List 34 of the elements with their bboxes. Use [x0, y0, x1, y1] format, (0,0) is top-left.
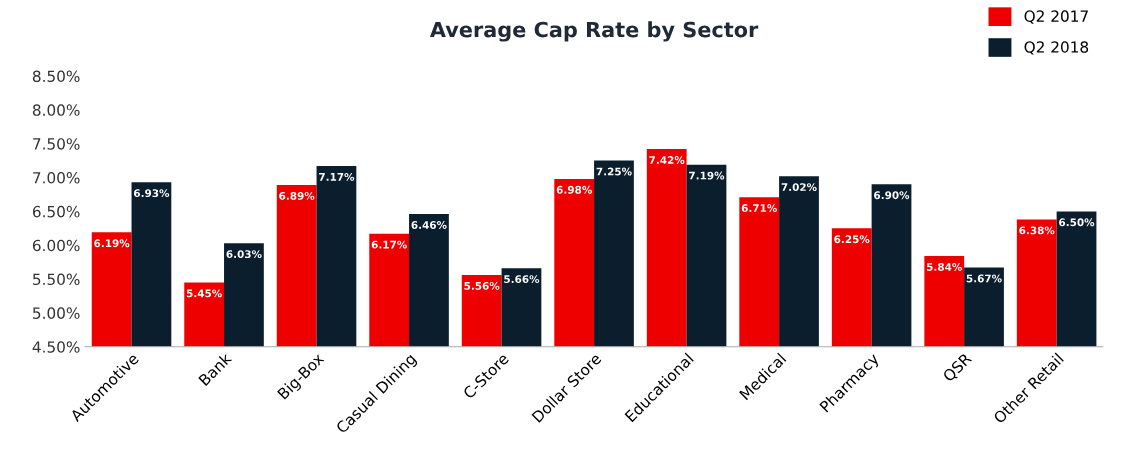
- y-tick-label: 5.50%: [33, 273, 80, 286]
- y-tick-label: 4.50%: [32, 341, 80, 353]
- data-label: 6.71%: [741, 204, 777, 212]
- data-label: 6.50%: [1059, 218, 1095, 227]
- y-tick-label: 7.00%: [33, 172, 80, 184]
- data-label: 5.66%: [504, 275, 540, 284]
- y-tick-label: 7.50%: [33, 138, 80, 150]
- data-label: 6.93%: [134, 189, 170, 198]
- y-tick-label: 8.00%: [32, 104, 80, 116]
- data-label: 7.17%: [319, 172, 355, 181]
- data-label: 6.19%: [94, 239, 130, 248]
- data-label: 5.84%: [926, 263, 962, 271]
- data-label: 6.17%: [371, 240, 407, 249]
- data-label: 6.90%: [874, 191, 910, 200]
- data-label: 6.38%: [1019, 226, 1055, 235]
- y-tick-label: 8.50%: [32, 70, 80, 83]
- data-label: 6.98%: [556, 185, 592, 194]
- y-tick-label: 5.00%: [33, 307, 80, 319]
- y-tick-label: 6.50%: [32, 205, 80, 218]
- data-label: 7.02%: [781, 183, 817, 192]
- data-label: 5.56%: [464, 281, 500, 290]
- data-label: 6.89%: [279, 191, 315, 200]
- data-label: 6.25%: [834, 235, 870, 244]
- y-tick-label: 6.00%: [32, 239, 80, 252]
- data-label: 7.25%: [596, 167, 632, 176]
- legend-label: Q2 2017: [1024, 10, 1088, 24]
- data-label: 7.19%: [689, 171, 725, 180]
- data-label: 5.67%: [966, 274, 1002, 283]
- data-label: 5.45%: [186, 289, 222, 298]
- legend-label: Q2 2018: [1024, 41, 1089, 55]
- data-label: 7.42%: [649, 156, 685, 164]
- data-label: 6.03%: [226, 250, 262, 259]
- data-label: 6.46%: [411, 221, 447, 229]
- chart-title: Average Cap Rate by Sector: [429, 21, 759, 42]
